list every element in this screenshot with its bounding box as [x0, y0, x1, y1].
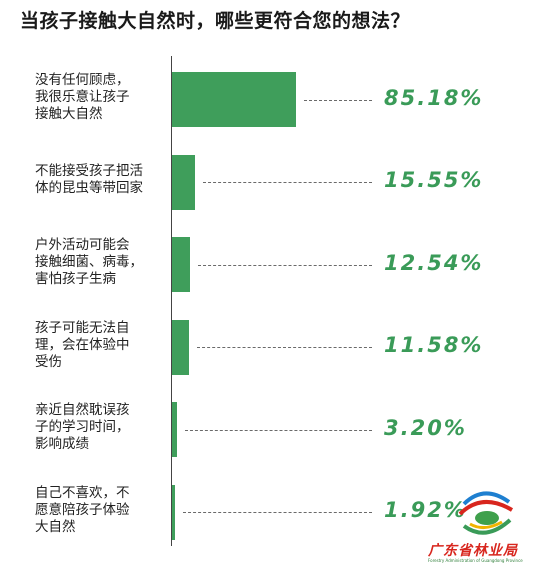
- category-label: 亲近自然耽误孩 子的学习时间， 影响成绩: [35, 402, 163, 453]
- category-label-line: 害怕孩子生病: [35, 271, 116, 287]
- category-label-line: 我很乐意让孩子: [35, 89, 130, 105]
- y-axis-line: [171, 56, 172, 546]
- leader-line: [304, 99, 372, 101]
- category-label-line: 接触大自然: [35, 106, 103, 122]
- leader-line: [196, 347, 372, 348]
- logo-title: 广东省林业局: [428, 543, 518, 559]
- category-label-line: 接触细菌、病毒，: [35, 254, 143, 270]
- category-label-line: 愿意陪孩子体验: [35, 501, 130, 518]
- bar: [172, 72, 297, 127]
- value-label: 12.54%: [384, 250, 484, 275]
- logo-subtitle: Forestry Administration of Guangdong Pro…: [428, 558, 523, 563]
- value-label: 85.18%: [384, 85, 484, 110]
- value-label: 3.20%: [384, 415, 467, 440]
- category-label: 孩子可能无法自 理，会在体验中 受伤: [35, 320, 163, 371]
- category-label-line: 子的学习时间，: [35, 419, 130, 435]
- category-label-line: 体的昆虫等带回家: [35, 179, 143, 196]
- bar: [172, 319, 189, 375]
- category-label-line: 亲近自然耽误孩: [35, 402, 130, 418]
- leader-line: [183, 512, 372, 513]
- category-label: 户外活动可能会 接触细菌、病毒， 害怕孩子生病: [35, 237, 163, 288]
- category-label-line: 影响成绩: [35, 436, 89, 452]
- value-label: 1.92%: [384, 498, 467, 522]
- leader-line: [202, 182, 372, 183]
- bar: [172, 237, 191, 292]
- category-label: 不能接受孩子把活 体的昆虫等带回家: [35, 163, 163, 197]
- category-label: 没有任何顾虑， 我很乐意让孩子 接触大自然: [35, 72, 163, 123]
- value-label: 15.55%: [384, 168, 484, 192]
- category-label-line: 理，会在体验中: [35, 336, 130, 353]
- category-label-line: 没有任何顾虑，: [35, 72, 130, 88]
- category-label-line: 孩子可能无法自: [35, 319, 130, 336]
- category-label: 自己不喜欢，不 愿意陪孩子体验 大自然: [35, 485, 163, 536]
- category-label-line: 大自然: [35, 518, 76, 535]
- bar: [172, 402, 177, 457]
- bar: [172, 154, 195, 210]
- leader-line: [198, 264, 372, 266]
- category-label-line: 受伤: [35, 353, 62, 370]
- category-label-line: 户外活动可能会: [35, 237, 130, 253]
- category-label-line: 不能接受孩子把活: [35, 162, 143, 179]
- forestry-logo: 广东省林业局 Forestry Administration of Guangd…: [414, 484, 534, 566]
- value-label: 11.58%: [384, 333, 484, 357]
- forestry-emblem-icon: [458, 491, 514, 535]
- leader-line: [184, 429, 372, 431]
- chart-title: 当孩子接触大自然时，哪些更符合您的想法？: [20, 10, 411, 32]
- category-label-line: 自己不喜欢，不: [35, 484, 130, 501]
- bar: [172, 484, 175, 540]
